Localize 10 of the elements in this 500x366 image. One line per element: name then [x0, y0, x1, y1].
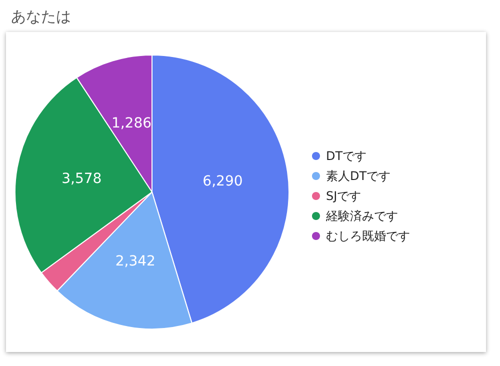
legend-label: DTです — [326, 149, 367, 163]
data-label: 2,342 — [115, 254, 156, 270]
data-label: 3,578 — [62, 171, 102, 188]
chart-title: あなたは — [11, 8, 71, 26]
legend-label: SJです — [326, 189, 362, 203]
legend-label: 経験済みです — [325, 209, 398, 223]
legend-label: 素人DTです — [326, 169, 391, 183]
data-label: 6,290 — [202, 173, 243, 190]
data-label: 1,286 — [111, 116, 152, 132]
legend-label: むしろ既婚です — [326, 229, 410, 243]
